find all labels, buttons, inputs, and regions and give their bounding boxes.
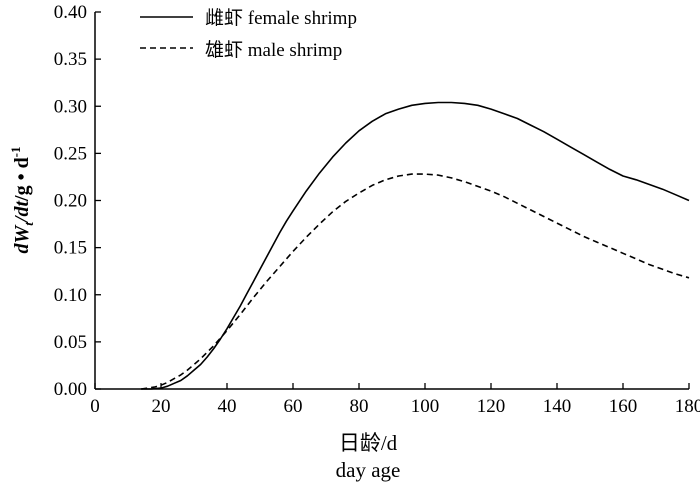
axes (94, 12, 689, 390)
y-axis-title-unit: /g • d (11, 157, 33, 202)
y-axis-title-superscript: -1 (8, 146, 23, 157)
x-tick-label: 100 (411, 396, 440, 417)
x-tick-label: 20 (152, 396, 171, 417)
y-tick-label: 0.25 (54, 143, 87, 164)
y-tick-label: 0.00 (54, 379, 87, 400)
y-axis-title: dWt/dt/g • d-1 (8, 146, 36, 253)
x-axis-title-cn: 日龄/d (339, 431, 398, 455)
x-tick-label: 80 (350, 396, 369, 417)
y-tick-label: 0.10 (54, 285, 87, 306)
x-tick-label: 60 (284, 396, 303, 417)
x-tick-label: 0 (90, 396, 100, 417)
y-axis-title-subscript: t (21, 222, 36, 226)
y-axis-title-w: W (11, 225, 33, 244)
legend-label-female: 雌虾 female shrimp (205, 7, 357, 29)
x-ticks: 0 20 40 60 80 100 120 140 160 180 (90, 383, 700, 417)
x-tick-label: 180 (675, 396, 700, 417)
y-tick-label: 0.30 (54, 96, 87, 117)
y-tick-label: 0.05 (54, 332, 87, 353)
y-axis-title-d: d (11, 243, 33, 254)
x-axis-title-en: day age (336, 458, 401, 482)
y-tick-label: 0.20 (54, 191, 87, 212)
y-ticks: 0.00 0.05 0.10 0.15 0.20 0.25 0.30 0.35 0.40 (54, 2, 101, 400)
y-axis-title-slash: / (11, 214, 33, 224)
y-axis-title-dt: dt (11, 200, 33, 217)
series-group (141, 101, 690, 390)
x-tick-label: 120 (477, 396, 506, 417)
legend-label-male: 雄虾 male shrimp (205, 39, 342, 61)
x-tick-label: 140 (543, 396, 572, 417)
y-tick-label: 0.15 (54, 238, 87, 259)
series-line-female (141, 101, 690, 390)
y-tick-label: 0.35 (54, 49, 87, 70)
y-tick-label: 0.40 (54, 2, 87, 23)
legend: 雌虾 female shrimp 雄虾 male shrimp (140, 7, 357, 61)
series-line-male (141, 173, 690, 390)
x-tick-label: 160 (609, 396, 638, 417)
x-tick-label: 40 (218, 396, 237, 417)
